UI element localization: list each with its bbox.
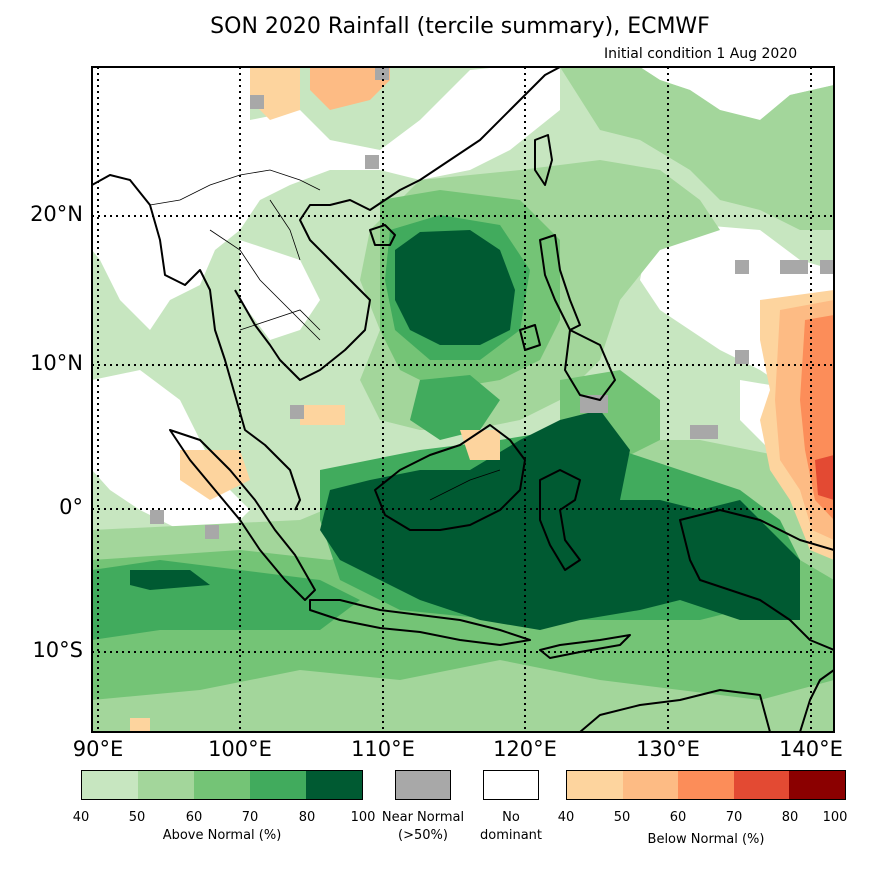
no-dominant-swatch	[483, 770, 539, 800]
graticule	[92, 67, 834, 732]
near-normal-label: Near Normal	[381, 810, 465, 825]
below-swatch-60-70	[678, 771, 734, 799]
below-normal-east-top	[815, 455, 834, 500]
lon-label-90e: 90°E	[72, 737, 124, 761]
above-normal-80-100-west	[130, 570, 210, 590]
below-tick: 50	[613, 810, 631, 825]
below-normal-sw	[130, 718, 150, 732]
below-tick: 100	[822, 810, 848, 825]
no-dominant-sublabel: dominant	[479, 828, 543, 843]
below-tick: 80	[781, 810, 799, 825]
below-normal-sumatra	[180, 450, 250, 500]
lat-label-10s: 10°S	[32, 638, 83, 662]
lon-label-130e: 130°E	[636, 737, 700, 761]
lat-label-20n: 20°N	[30, 202, 83, 226]
above-normal-title: Above Normal (%)	[162, 828, 282, 843]
near-normal-swatch	[395, 770, 451, 800]
below-normal-north2	[310, 67, 390, 110]
above-swatch-50-60	[138, 771, 194, 799]
lat-label-10n: 10°N	[30, 351, 83, 375]
above-tick: 40	[72, 810, 90, 825]
below-swatch-50-60	[622, 771, 679, 799]
above-tick: 70	[241, 810, 259, 825]
no-dominant-label: No	[502, 810, 520, 825]
lat-label-0: 0°	[59, 495, 83, 519]
above-normal-80-100-north	[395, 230, 515, 345]
below-normal-west-sea	[300, 405, 345, 425]
below-swatch-40-50	[567, 771, 623, 799]
above-tick: 80	[298, 810, 316, 825]
map-frame	[91, 66, 835, 733]
above-normal-70-80-sea	[410, 375, 500, 440]
above-normal-50-60-sea	[560, 67, 834, 230]
near-normal-sublabel: (>50%)	[398, 828, 448, 843]
above-swatch-70-80	[250, 771, 306, 799]
lon-label-140e: 140°E	[779, 737, 843, 761]
below-swatch-80-100	[789, 771, 845, 799]
below-swatch-70-80	[733, 771, 790, 799]
lon-label-110e: 110°E	[351, 737, 415, 761]
above-normal-80-100-center	[320, 410, 800, 630]
below-tick: 70	[725, 810, 743, 825]
lon-label-120e: 120°E	[493, 737, 557, 761]
no-dominant-region-ne	[640, 67, 834, 120]
above-swatch-40-50	[82, 771, 138, 799]
map-subtitle: Initial condition 1 Aug 2020	[604, 46, 798, 62]
below-tick: 40	[557, 810, 575, 825]
lon-label-100e: 100°E	[208, 737, 272, 761]
coastlines	[92, 67, 834, 732]
no-dominant-region-mid	[240, 240, 320, 340]
above-normal-colorbar	[81, 770, 363, 800]
above-tick: 100	[350, 810, 376, 825]
above-swatch-80-100	[306, 771, 362, 799]
above-tick: 50	[128, 810, 146, 825]
above-tick: 60	[185, 810, 203, 825]
map-title: SON 2020 Rainfall (tercile summary), ECM…	[210, 14, 710, 39]
below-normal-title: Below Normal (%)	[647, 832, 765, 847]
below-tick: 60	[669, 810, 687, 825]
below-normal-colorbar	[566, 770, 846, 800]
no-dominant-region-north	[92, 67, 560, 330]
above-swatch-60-70	[194, 771, 250, 799]
